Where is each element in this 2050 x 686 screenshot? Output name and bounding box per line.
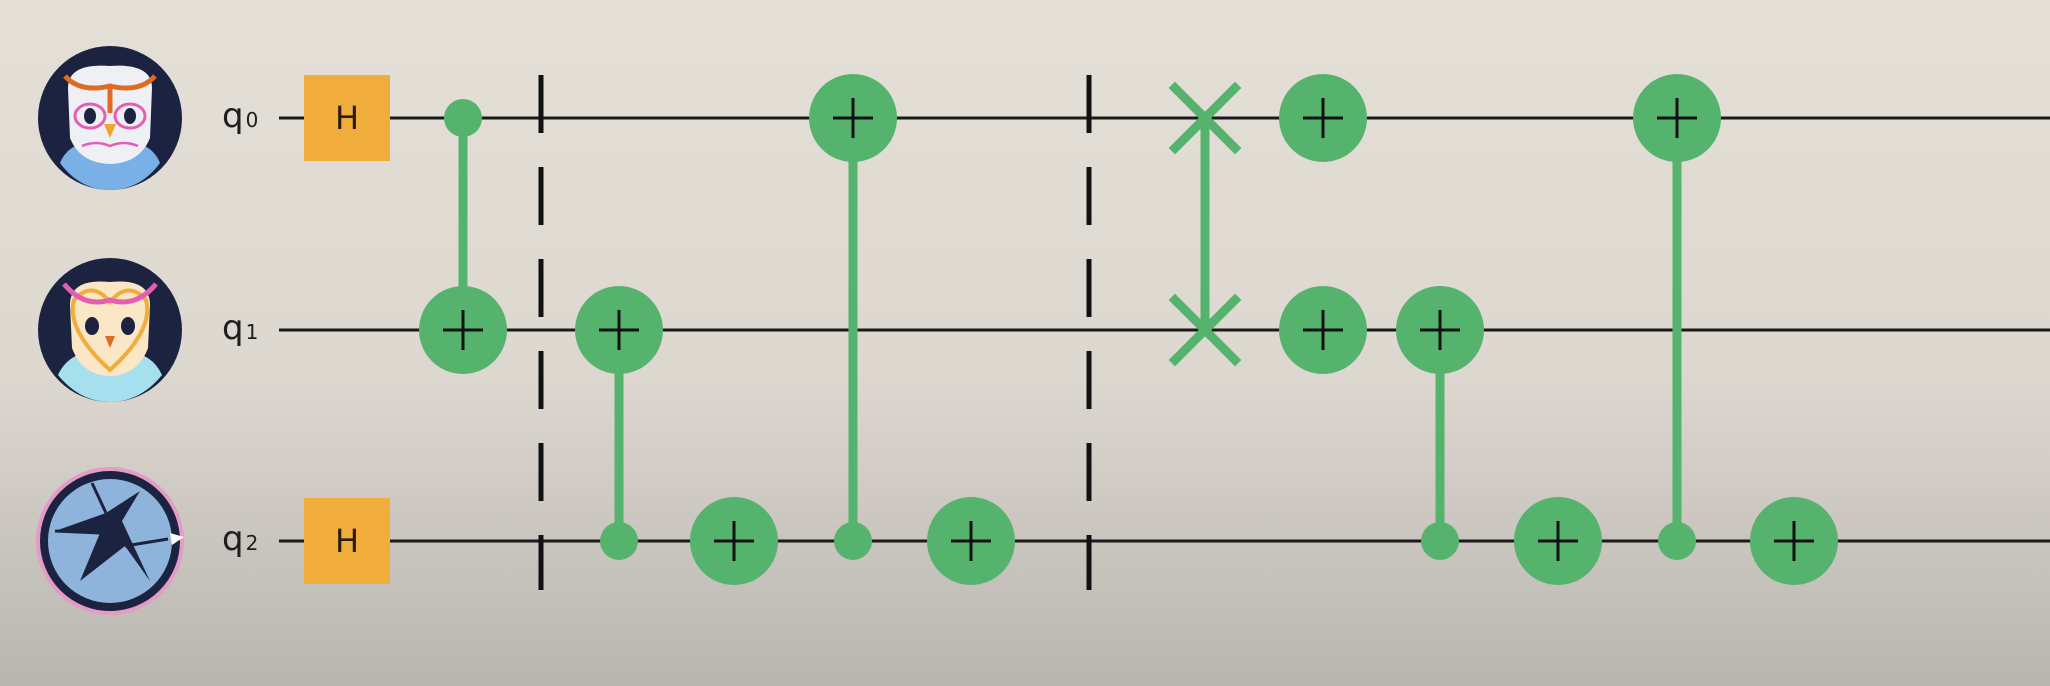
x-gate	[1750, 497, 1838, 585]
swap-cross-icon	[1168, 81, 1242, 155]
qubit-wires	[279, 116, 2050, 543]
plus-icon	[714, 521, 754, 561]
plus-icon	[1303, 310, 1343, 350]
plus-icon	[1420, 310, 1460, 350]
owl-avatar-heart	[38, 258, 182, 402]
swap-gate	[1168, 81, 1242, 367]
hadamard-label: H	[335, 99, 359, 137]
x-gate	[1279, 74, 1367, 162]
control-dot	[1658, 522, 1696, 560]
plus-icon	[1774, 521, 1814, 561]
swap-cross-icon	[1168, 293, 1242, 367]
cnot-gate	[1396, 286, 1484, 560]
control-dot	[600, 522, 638, 560]
control-dot	[444, 99, 482, 137]
hadamard-box	[304, 75, 390, 161]
cnot-gate	[419, 99, 507, 374]
x-gate	[927, 497, 1015, 585]
x-gate	[690, 497, 778, 585]
cnot-gate	[1633, 74, 1721, 560]
plus-icon	[443, 310, 483, 350]
hadamard-gate: H	[304, 498, 390, 584]
cnot-gate	[809, 74, 897, 560]
control-dot	[834, 522, 872, 560]
plus-icon	[1657, 98, 1697, 138]
plus-icon	[951, 521, 991, 561]
hadamard-box	[304, 498, 390, 584]
plus-icon	[833, 98, 873, 138]
owl-avatar-white	[38, 46, 182, 190]
hadamard-label: H	[335, 522, 359, 560]
x-gate	[1514, 497, 1602, 585]
control-dot	[1421, 522, 1459, 560]
plus-icon	[1538, 521, 1578, 561]
broken-orb-avatar	[36, 467, 184, 615]
x-gate	[1279, 286, 1367, 374]
cnot-gate	[575, 286, 663, 560]
hadamard-gate: H	[304, 75, 390, 161]
gates: HH	[304, 74, 1838, 585]
plus-icon	[599, 310, 639, 350]
plus-icon	[1303, 98, 1343, 138]
